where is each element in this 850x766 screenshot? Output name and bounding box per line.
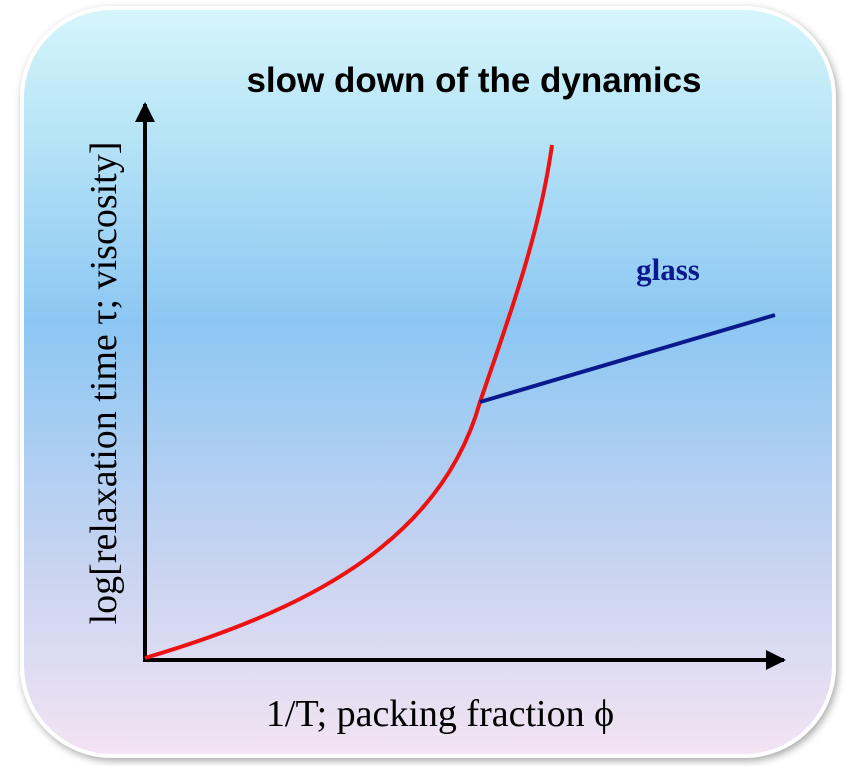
title: slow down of the dynamics: [246, 61, 701, 100]
glass-label: glass: [636, 252, 700, 287]
panel: [20, 6, 836, 758]
glass-line: [479, 313, 776, 404]
liquid-curve: [144, 144, 554, 660]
y-axis-label: log[relaxation time τ; viscosity]: [83, 142, 125, 625]
x-axis-label: 1/T; packing fraction ϕ: [266, 693, 614, 735]
